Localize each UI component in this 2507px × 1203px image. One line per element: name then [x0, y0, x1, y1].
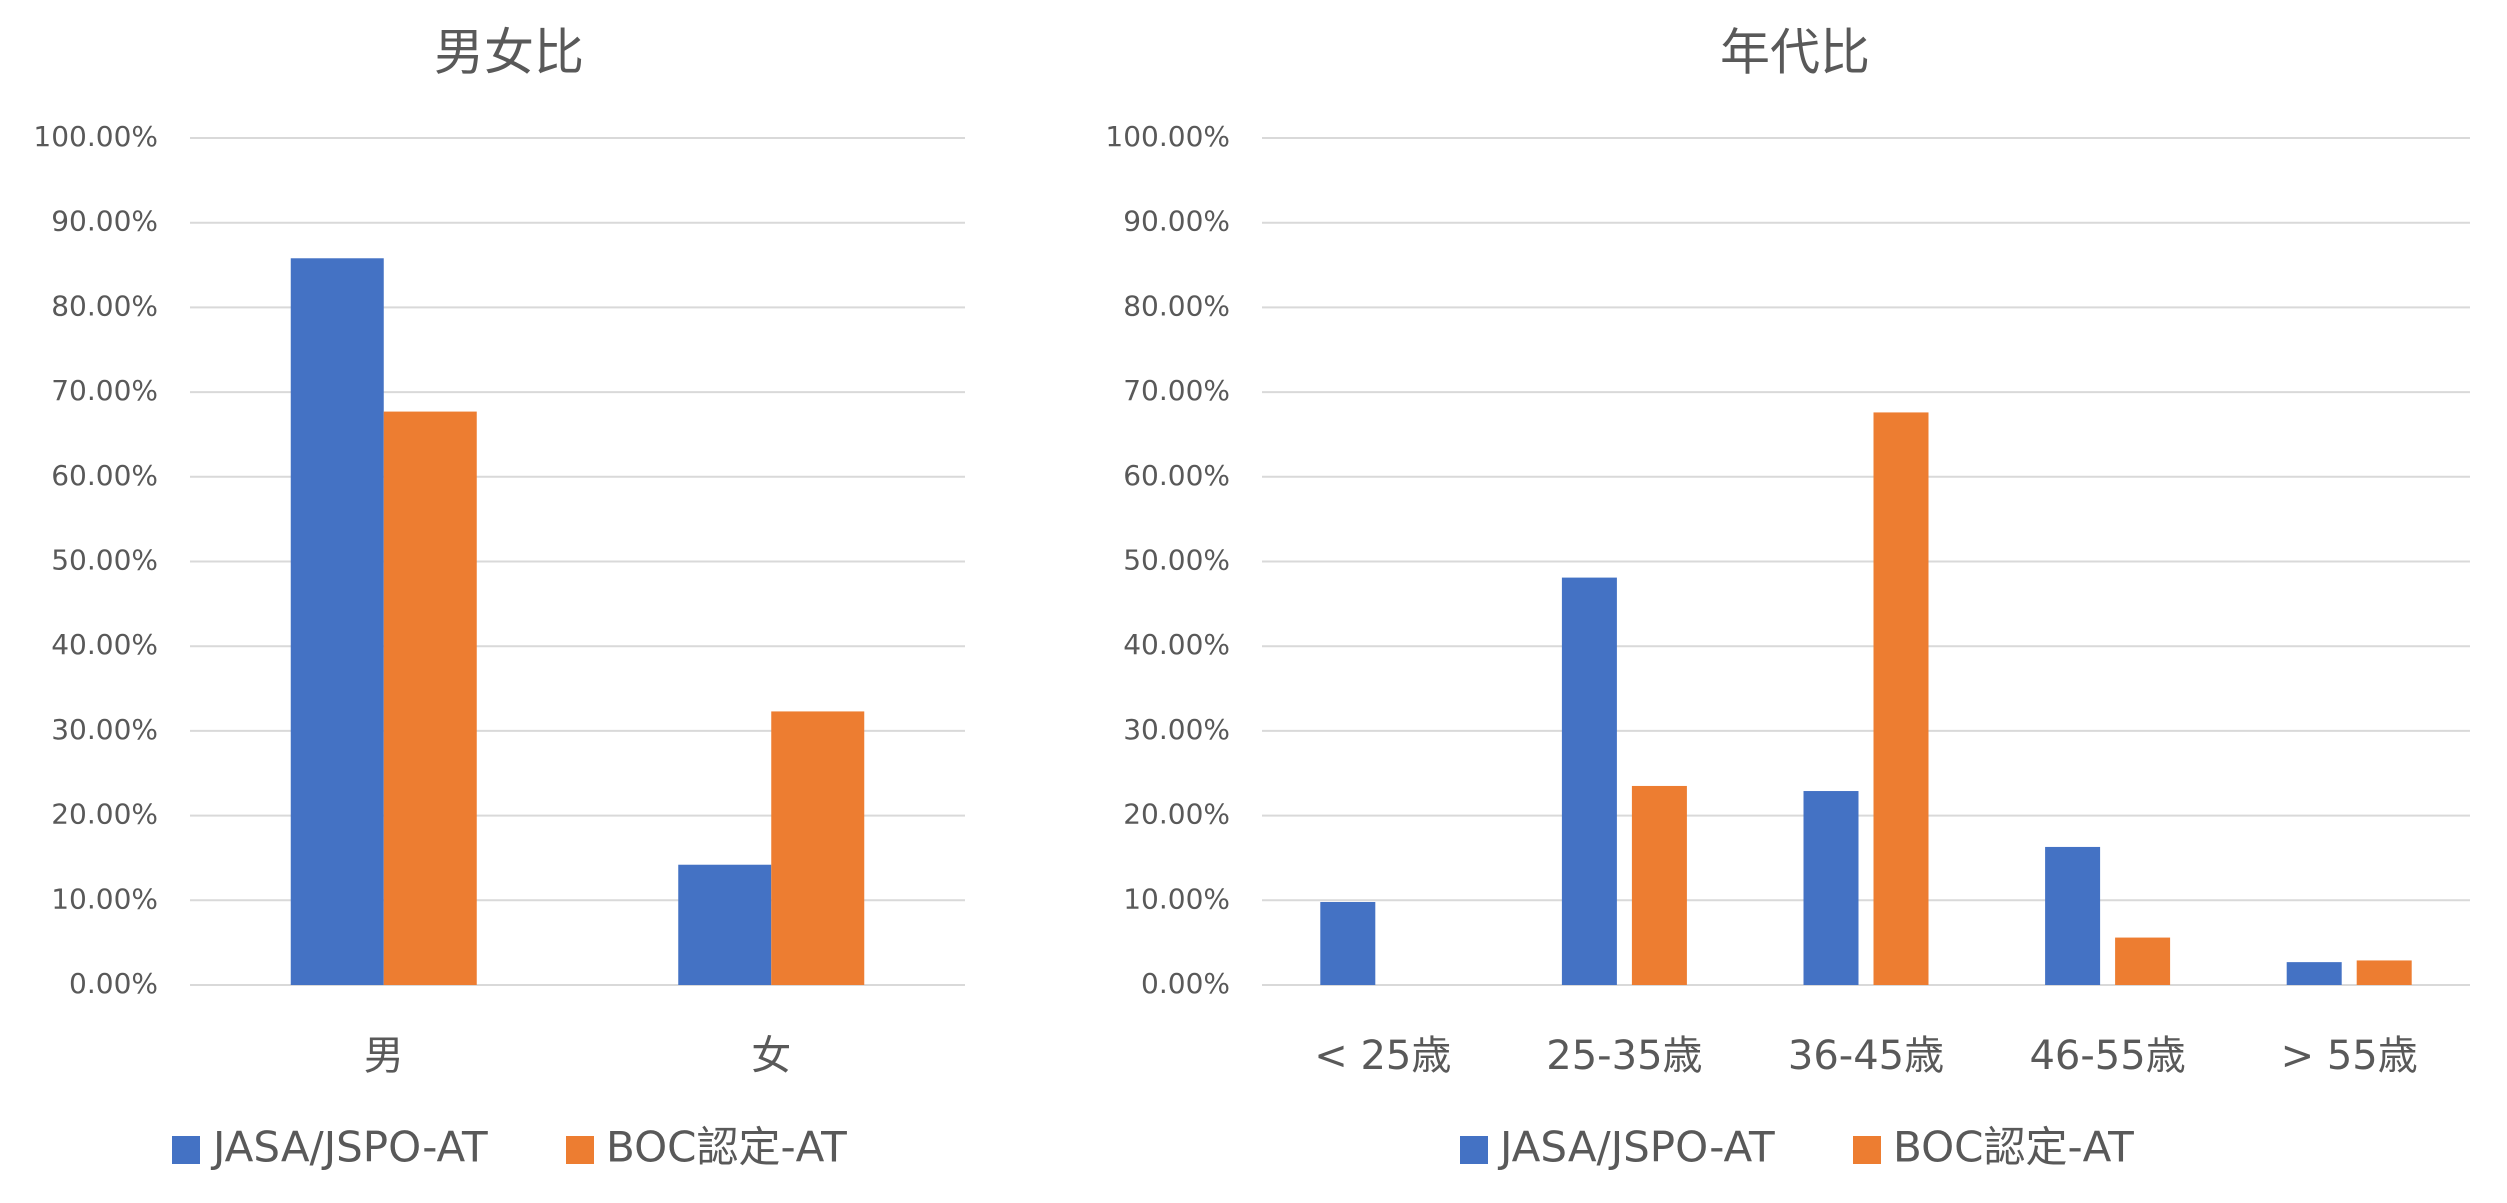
bar-boc-2	[1631, 785, 1687, 985]
y-tick-label: 100.00%	[1105, 120, 1230, 153]
y-tick-label: 60.00%	[51, 459, 158, 492]
legend-swatch	[172, 1136, 200, 1164]
bar-jasa-1	[290, 258, 384, 985]
legend-swatch	[1460, 1136, 1488, 1164]
y-tick-label: 40.00%	[51, 628, 158, 661]
chart-1: 男女比 0.00% 10.00% 20.00% 30.00% 40.00% 50.00% 60…	[33, 24, 965, 1172]
bar-boc-2	[771, 711, 865, 985]
bar-boc-5	[2356, 960, 2412, 985]
bar-jasa-5	[2286, 962, 2342, 985]
x-category-label: 女	[751, 1033, 791, 1079]
bar-jasa-2	[678, 864, 772, 985]
y-tick-label: 100.00%	[33, 120, 158, 153]
y-tick-label: 20.00%	[51, 798, 158, 831]
bar-jasa-2	[1561, 577, 1617, 985]
y-tick-label: 50.00%	[51, 544, 158, 577]
legend-label: BOC認定-AT	[606, 1123, 847, 1172]
legend-label: JASA/JSPO-AT	[210, 1123, 488, 1172]
x-category-label: 46-55歳	[2029, 1033, 2185, 1079]
y-tick-label: 10.00%	[51, 882, 158, 915]
x-category-label: > 55歳	[2281, 1033, 2418, 1079]
y-tick-label: 30.00%	[51, 713, 158, 746]
y-tick-label: 0.00%	[1141, 967, 1230, 1000]
y-tick-label: 80.00%	[51, 289, 158, 322]
bar-boc-1	[383, 411, 477, 985]
bar-jasa-4	[2045, 846, 2101, 985]
y-tick-label: 40.00%	[1123, 628, 1230, 661]
bar-boc-4	[2115, 937, 2171, 985]
y-tick-label: 90.00%	[1123, 205, 1230, 238]
bar-boc-3	[1873, 412, 1929, 986]
bar-jasa-1	[1320, 901, 1376, 985]
chart-title: 男女比	[434, 24, 584, 82]
y-tick-label: 10.00%	[1123, 882, 1230, 915]
legend: JASA/JSPO-AT BOC認定-AT	[172, 1123, 847, 1172]
chart-2: 年代比 0.00% 10.00% 20.00% 30.00% 40.00% 50.00% 60…	[1105, 24, 2470, 1172]
y-tick-label: 80.00%	[1123, 289, 1230, 322]
y-tick-label: 50.00%	[1123, 544, 1230, 577]
legend-swatch	[566, 1136, 594, 1164]
legend-swatch	[1853, 1136, 1881, 1164]
x-category-label: < 25歳	[1314, 1033, 1451, 1079]
x-category-label: 25-35歳	[1546, 1033, 1702, 1079]
y-tick-label: 30.00%	[1123, 713, 1230, 746]
x-category-label: 男	[364, 1033, 404, 1079]
legend-label: BOC認定-AT	[1893, 1123, 2134, 1172]
y-tick-label: 0.00%	[69, 967, 158, 1000]
y-tick-label: 20.00%	[1123, 798, 1230, 831]
legend-label: JASA/JSPO-AT	[1497, 1123, 1775, 1172]
chart-title: 年代比	[1720, 24, 1870, 82]
x-category-label: 36-45歳	[1788, 1033, 1944, 1079]
y-tick-label: 60.00%	[1123, 459, 1230, 492]
legend: JASA/JSPO-AT BOC認定-AT	[1460, 1123, 2134, 1172]
y-tick-label: 90.00%	[51, 205, 158, 238]
y-tick-label: 70.00%	[1123, 374, 1230, 407]
bar-jasa-3	[1803, 791, 1859, 985]
y-tick-label: 70.00%	[51, 374, 158, 407]
